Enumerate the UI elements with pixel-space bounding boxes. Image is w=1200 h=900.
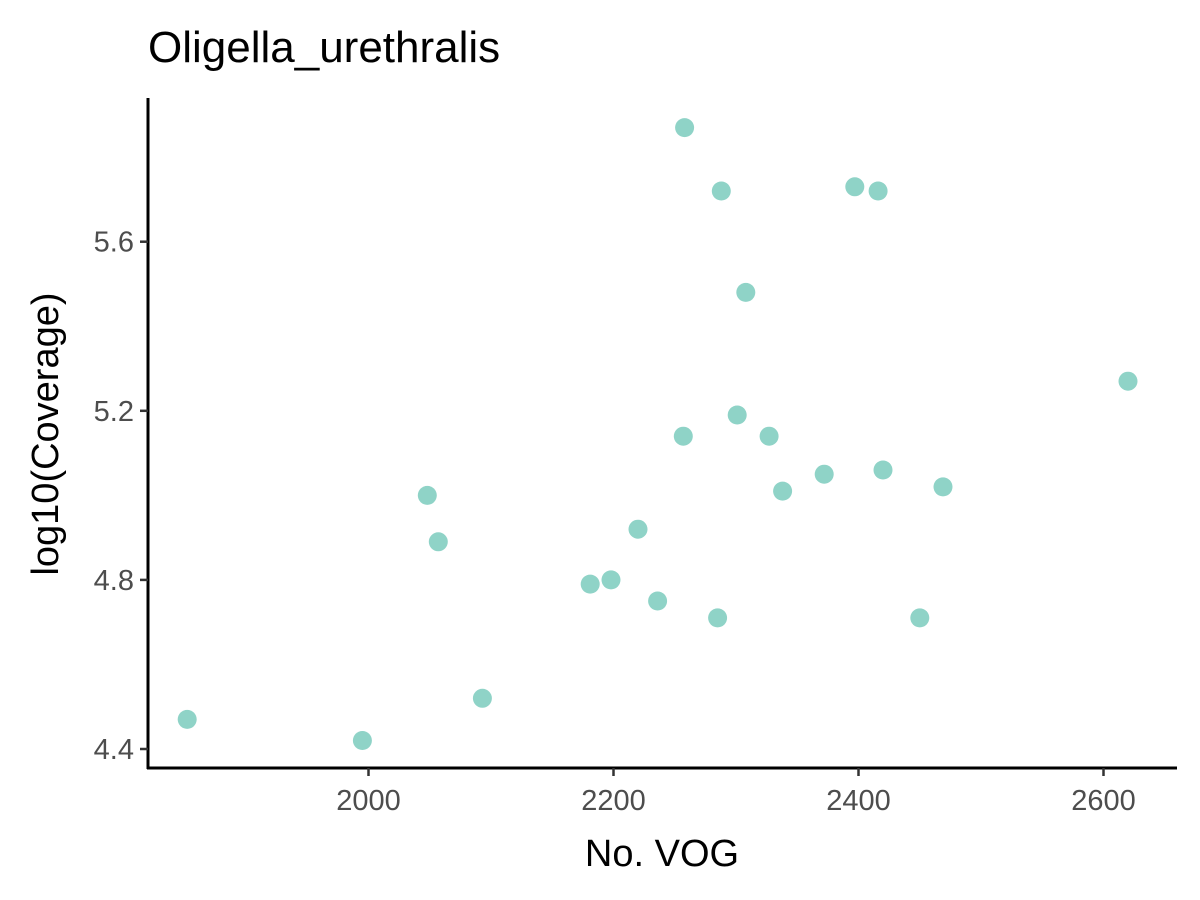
y-tick-label: 5.2 bbox=[94, 396, 134, 428]
data-point-20 bbox=[868, 181, 888, 201]
y-tick-label: 4.4 bbox=[94, 734, 134, 766]
data-point-6 bbox=[580, 574, 600, 594]
data-point-21 bbox=[873, 460, 893, 480]
data-point-4 bbox=[428, 532, 448, 552]
x-tick-label: 2000 bbox=[336, 785, 401, 817]
data-point-9 bbox=[648, 591, 668, 611]
data-point-11 bbox=[675, 118, 695, 138]
x-tick-label: 2600 bbox=[1071, 785, 1136, 817]
data-point-15 bbox=[736, 282, 756, 302]
chart-title: Oligella_urethralis bbox=[148, 23, 500, 72]
data-point-7 bbox=[601, 570, 621, 590]
data-point-13 bbox=[711, 181, 731, 201]
data-point-10 bbox=[673, 426, 693, 446]
x-axis-title: No. VOG bbox=[585, 833, 739, 875]
data-point-12 bbox=[708, 608, 728, 628]
data-point-3 bbox=[417, 485, 437, 505]
data-point-19 bbox=[845, 177, 865, 197]
y-axis-ticks: 4.4 4.8 5.2 5.6 bbox=[94, 227, 148, 766]
data-point-24 bbox=[1118, 371, 1138, 391]
x-axis-ticks: 2000 2200 2400 2600 bbox=[336, 768, 1136, 817]
data-point-16 bbox=[759, 426, 779, 446]
data-points bbox=[177, 118, 1138, 750]
y-tick-label: 4.8 bbox=[94, 565, 134, 597]
data-point-22 bbox=[910, 608, 930, 628]
x-tick-label: 2400 bbox=[826, 785, 891, 817]
data-point-8 bbox=[628, 519, 648, 539]
data-point-5 bbox=[472, 688, 492, 708]
data-point-17 bbox=[773, 481, 793, 501]
y-tick-label: 5.6 bbox=[94, 227, 134, 259]
data-point-2 bbox=[352, 731, 372, 750]
y-axis-title: log10(Coverage) bbox=[25, 292, 67, 575]
data-point-14 bbox=[727, 405, 747, 425]
x-tick-label: 2200 bbox=[581, 785, 646, 817]
data-point-23 bbox=[933, 477, 953, 497]
data-point-18 bbox=[814, 464, 834, 484]
data-point-1 bbox=[177, 709, 197, 729]
